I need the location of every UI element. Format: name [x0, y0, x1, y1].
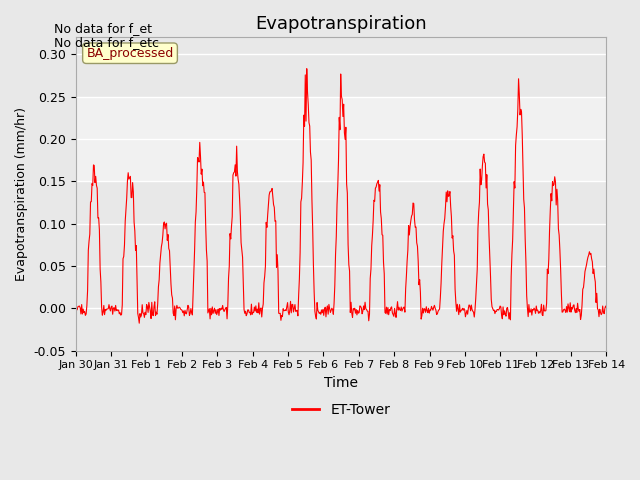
Text: No data for f_et: No data for f_et — [54, 22, 152, 35]
Y-axis label: Evapotranspiration (mm/hr): Evapotranspiration (mm/hr) — [15, 107, 28, 281]
X-axis label: Time: Time — [324, 376, 358, 390]
Text: No data for f_etc: No data for f_etc — [54, 36, 159, 49]
Bar — [76, 96, 606, 181]
Title: Evapotranspiration: Evapotranspiration — [255, 15, 427, 33]
Text: BA_processed: BA_processed — [86, 47, 173, 60]
Legend: ET-Tower: ET-Tower — [286, 397, 396, 422]
